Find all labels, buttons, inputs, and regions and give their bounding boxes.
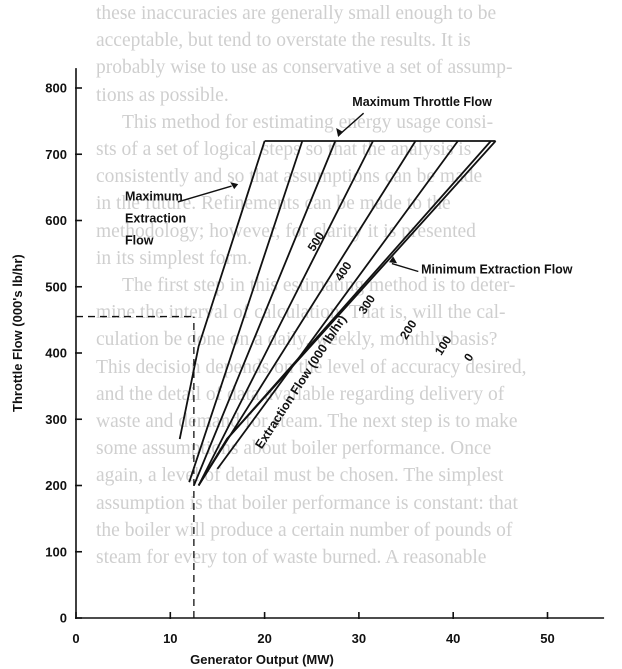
annotation-arrow [391, 262, 419, 273]
background-text-line: acceptable, but tend to overstate the re… [96, 30, 471, 52]
series-line-300 [197, 140, 374, 486]
annotation-arrowhead [389, 256, 398, 264]
x-tick-label: 40 [446, 631, 460, 646]
y-tick-label: 500 [45, 279, 67, 294]
x-tick-label: 0 [72, 631, 79, 646]
series-line-minimum-extraction-flow [197, 140, 497, 486]
y-tick-label: 200 [45, 478, 67, 493]
annotation-arrowhead [336, 128, 344, 138]
annotation-arrowhead [230, 182, 239, 190]
background-text-line: This method for estimating energy usage … [122, 111, 494, 133]
background-text-line: again, a level of detail must be chosen.… [96, 465, 504, 487]
background-text-line: This decision depends on the level of ac… [96, 356, 527, 378]
y-tick-label: 100 [45, 544, 67, 559]
annotation-arrow [177, 185, 232, 203]
y-axis-label: Throttle Flow (000's lb/hr) [10, 254, 25, 412]
y-tick-label: 400 [45, 346, 67, 361]
background-text-line: probably wise to use as conservative a s… [96, 57, 513, 79]
background-text-line: culation be done on a daily, weekly, mon… [96, 329, 498, 351]
background-text-line: some assumptions about boiler performanc… [96, 438, 492, 460]
series-line-400 [193, 140, 337, 486]
background-text-line: and the detail of data available regardi… [96, 383, 505, 405]
background-text-line: tions as possible. [96, 84, 229, 106]
background-text-line: sts of a set of logical steps so that th… [96, 139, 472, 161]
background-text-line: mine the interval of calculation. That i… [96, 302, 506, 324]
y-tick-label: 0 [60, 611, 67, 626]
x-tick-label: 30 [352, 631, 366, 646]
background-text-line: assumption is that boiler performance is… [96, 492, 518, 514]
background-text-line: in its simplest form. [96, 247, 252, 269]
annotation-maximum-extraction-flow: Flow [125, 234, 154, 248]
annotation-maximum-extraction-flow: Extraction [125, 212, 186, 226]
x-tick-label: 50 [540, 631, 554, 646]
background-text-line: these inaccuracies are generally small e… [96, 3, 497, 24]
background-text-line: methodology; however, for clarity it is … [96, 220, 476, 242]
data-label-extraction-0: 0 [461, 351, 477, 364]
y-tick-label: 800 [45, 81, 67, 96]
x-tick-label: 20 [257, 631, 271, 646]
background-text-line: the boiler will produce a certain number… [96, 519, 513, 541]
y-tick-label: 600 [45, 213, 67, 228]
annotation-maximum-extraction-flow: Maximum [125, 190, 183, 204]
background-text-line: in the future. Refinements can be made t… [96, 193, 451, 215]
y-tick-label: 700 [45, 147, 67, 162]
background-text-line: waste and demand for steam. The next ste… [96, 411, 518, 433]
y-tick-label: 300 [45, 412, 67, 427]
annotation-minimum-extraction-flow: Minimum Extraction Flow [421, 263, 573, 277]
data-label-extraction-100: 100 [432, 333, 455, 358]
data-label-extraction-200: 200 [397, 317, 420, 342]
x-tick-label: 10 [163, 631, 177, 646]
annotation-extraction-flow: Extraction Flow (000 lb/hr) [252, 313, 349, 452]
background-text: these inaccuracies are generally small e… [96, 0, 622, 571]
background-text-line: consistently and so that assumptions can… [96, 166, 483, 188]
data-label-extraction-500: 500 [305, 229, 328, 254]
series-line-maximum-extraction-flow [178, 140, 266, 440]
x-axis-label: Generator Output (MW) [190, 652, 334, 667]
data-label-extraction-300: 300 [356, 292, 379, 317]
series-line-100 [216, 140, 459, 470]
series-line-200 [197, 140, 417, 486]
series-line-500 [188, 140, 304, 483]
annotation-maximum-throttle-flow: Maximum Throttle Flow [352, 95, 492, 109]
data-label-extraction-400: 400 [332, 259, 355, 284]
